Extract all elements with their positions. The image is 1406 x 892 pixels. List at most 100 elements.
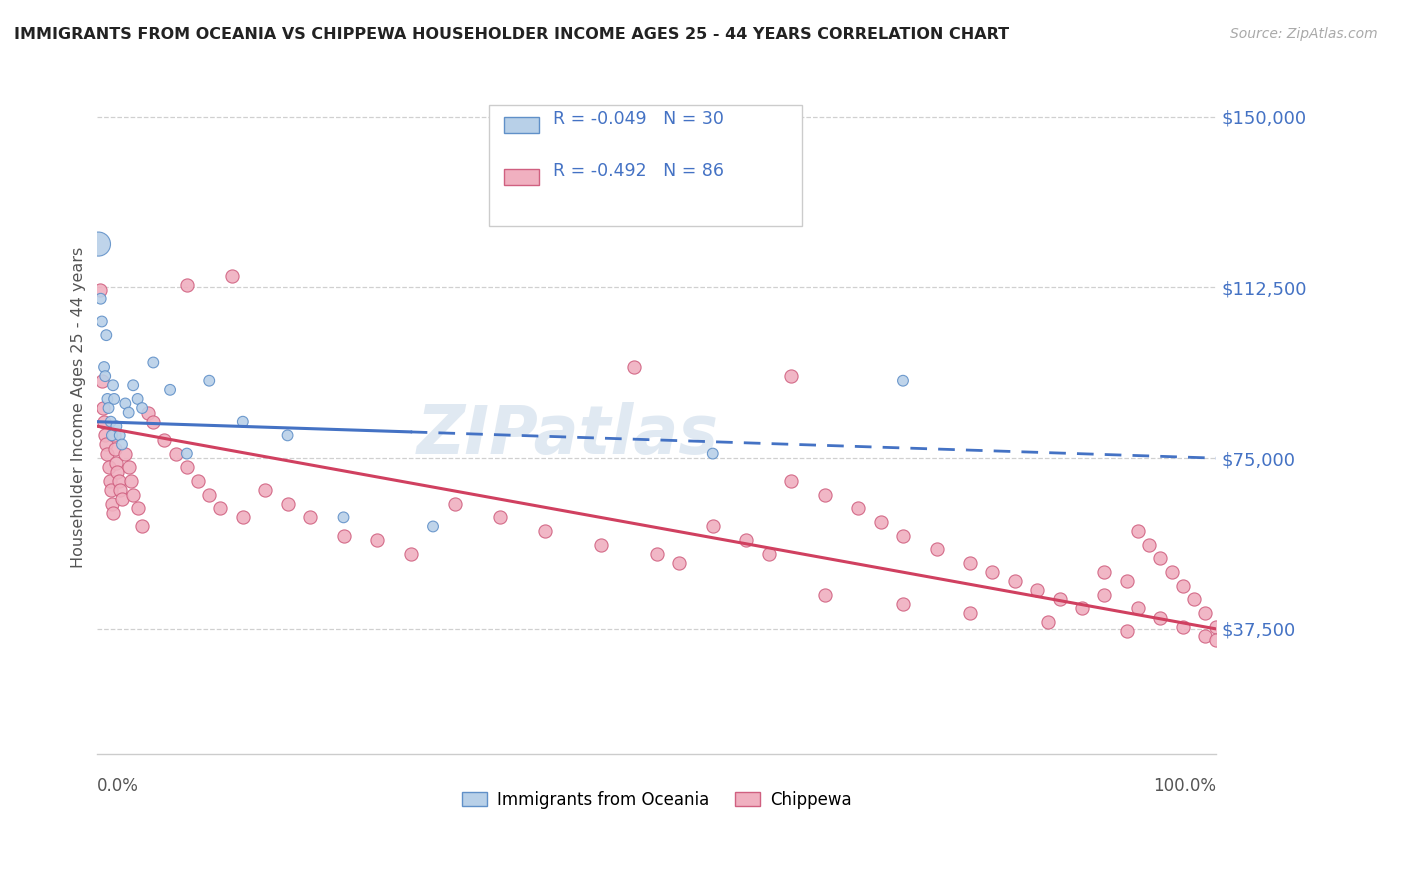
Point [422,519,444,533]
Point [1149,610,1171,624]
Point [1126,601,1149,615]
Point [100,415,122,429]
Point [1194,629,1216,643]
Point [101,378,124,392]
Point [111,492,134,507]
Point [87,237,110,252]
Text: R = -0.492   N = 86: R = -0.492 N = 86 [553,161,724,179]
Point [444,497,467,511]
Point [735,533,758,548]
Point [111,437,134,451]
Point [1182,592,1205,607]
Point [891,528,914,542]
Point [925,542,948,557]
Point [118,406,141,420]
Point [90,292,112,306]
Text: ZIPatlas: ZIPatlas [416,401,718,467]
Point [198,487,221,501]
Point [127,501,149,516]
Point [232,415,254,429]
Point [90,374,112,388]
Point [1171,620,1194,634]
Point [1115,574,1137,588]
Point [118,460,141,475]
Point [489,510,512,524]
Point [332,528,354,542]
Point [96,437,118,451]
Point [105,419,128,434]
Point [1194,606,1216,620]
Point [101,506,124,520]
Point [1092,565,1115,579]
Text: 100.0%: 100.0% [1153,777,1216,795]
Point [254,483,277,497]
Point [959,606,981,620]
Text: 0.0%: 0.0% [97,777,139,795]
Point [1205,620,1227,634]
Point [1049,592,1071,607]
Point [366,533,388,548]
Point [103,428,125,442]
Point [159,383,181,397]
FancyBboxPatch shape [503,117,540,133]
Point [176,447,198,461]
Point [1160,565,1182,579]
Point [122,487,145,501]
FancyBboxPatch shape [489,104,803,227]
Point [96,392,118,406]
Point [1026,583,1049,598]
Y-axis label: Householder Income Ages 25 - 44 years: Householder Income Ages 25 - 44 years [72,246,86,567]
Point [277,497,299,511]
Point [1126,524,1149,538]
Point [114,447,136,461]
Point [101,497,124,511]
Point [104,442,127,456]
Point [959,556,981,570]
Point [176,278,198,293]
Point [298,510,321,524]
Point [100,483,122,497]
Text: IMMIGRANTS FROM OCEANIA VS CHIPPEWA HOUSEHOLDER INCOME AGES 25 - 44 YEARS CORREL: IMMIGRANTS FROM OCEANIA VS CHIPPEWA HOUS… [14,27,1010,42]
Point [623,359,645,374]
Text: R = -0.049   N = 30: R = -0.049 N = 30 [553,110,724,128]
Point [96,328,118,343]
Point [90,314,112,328]
Point [1004,574,1026,588]
Point [891,597,914,611]
Point [142,415,165,429]
Point [94,369,117,384]
Point [107,474,129,488]
Point [1071,601,1094,615]
Point [96,447,118,461]
Point [97,401,120,415]
Point [97,460,120,475]
Point [534,524,557,538]
Point [103,392,125,406]
Point [814,487,837,501]
Point [758,547,780,561]
Point [131,401,153,415]
Legend: Immigrants from Oceania, Chippewa: Immigrants from Oceania, Chippewa [456,784,858,815]
Point [209,501,232,516]
Point [332,510,354,524]
Point [702,447,724,461]
Point [589,538,612,552]
Point [1149,551,1171,566]
Point [187,474,209,488]
Point [1092,588,1115,602]
Point [176,460,198,475]
Point [165,447,187,461]
Text: Source: ZipAtlas.com: Source: ZipAtlas.com [1230,27,1378,41]
Point [869,515,891,529]
Point [101,428,124,442]
Point [93,415,115,429]
Point [98,474,121,488]
Point [91,401,114,415]
Point [645,547,668,561]
Point [131,519,153,533]
Point [232,510,254,524]
Point [120,474,142,488]
Point [94,428,117,442]
Point [108,483,131,497]
Point [107,465,129,479]
